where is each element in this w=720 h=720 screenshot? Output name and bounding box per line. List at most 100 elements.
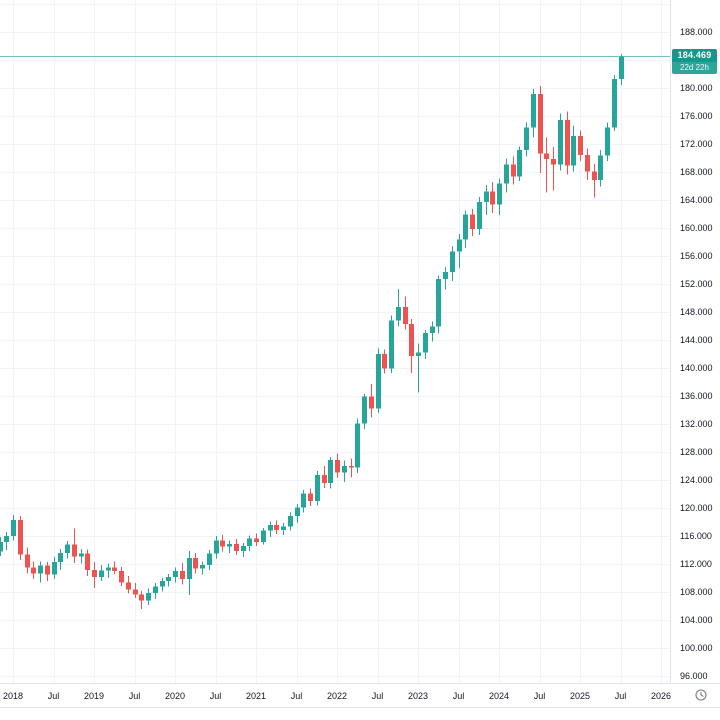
candle[interactable]: [315, 471, 320, 506]
candle[interactable]: [281, 522, 286, 535]
candle[interactable]: [4, 532, 9, 551]
candle[interactable]: [241, 543, 246, 558]
candle[interactable]: [153, 583, 158, 600]
candle[interactable]: [511, 156, 516, 185]
candle[interactable]: [247, 535, 252, 551]
candle[interactable]: [207, 550, 212, 570]
candle[interactable]: [133, 583, 138, 598]
candle[interactable]: [484, 185, 489, 216]
candle[interactable]: [214, 536, 219, 559]
candle[interactable]: [180, 562, 185, 585]
candle[interactable]: [524, 122, 529, 157]
candle[interactable]: [450, 246, 455, 281]
candle[interactable]: [416, 343, 421, 393]
candle[interactable]: [605, 122, 610, 162]
candle[interactable]: [592, 164, 597, 198]
candle[interactable]: [254, 533, 259, 546]
candle[interactable]: [92, 562, 97, 588]
candle[interactable]: [11, 515, 16, 541]
candle[interactable]: [355, 418, 360, 474]
candle[interactable]: [538, 86, 543, 174]
candle[interactable]: [261, 527, 266, 545]
candle[interactable]: [565, 111, 570, 175]
time-axis[interactable]: 2018 Jul 2019 Jul 2020 Jul 2021 Jul 2022 Jul 2023 J…: [0, 683, 720, 708]
timezone-clock-icon[interactable]: [694, 688, 708, 702]
candle[interactable]: [558, 113, 563, 171]
candle[interactable]: [349, 458, 354, 478]
candle[interactable]: [139, 590, 144, 610]
candle[interactable]: [409, 318, 414, 373]
candle[interactable]: [187, 550, 192, 595]
candle[interactable]: [342, 460, 347, 483]
candle[interactable]: [322, 466, 327, 488]
candle[interactable]: [268, 521, 273, 537]
candle[interactable]: [497, 178, 502, 216]
candle[interactable]: [227, 540, 232, 553]
candle[interactable]: [166, 574, 171, 587]
candle[interactable]: [234, 539, 239, 556]
candle[interactable]: [220, 534, 225, 552]
candle[interactable]: [200, 561, 205, 575]
candle[interactable]: [328, 457, 333, 489]
candle[interactable]: [436, 275, 441, 334]
candle[interactable]: [106, 563, 111, 579]
price-axis[interactable]: 188.000184.000180.000176.000172.000168.0…: [670, 0, 720, 683]
candle[interactable]: [578, 130, 583, 162]
candle[interactable]: [112, 561, 117, 574]
candle[interactable]: [504, 158, 509, 193]
candle[interactable]: [598, 150, 603, 187]
candle[interactable]: [301, 489, 306, 513]
candle[interactable]: [463, 210, 468, 249]
candle[interactable]: [72, 528, 77, 563]
candle[interactable]: [517, 146, 522, 181]
candle[interactable]: [457, 234, 462, 269]
candle[interactable]: [477, 196, 482, 235]
candle[interactable]: [531, 89, 536, 138]
candle[interactable]: [288, 512, 293, 531]
candle[interactable]: [25, 547, 30, 574]
candle[interactable]: [403, 296, 408, 330]
candle[interactable]: [18, 515, 23, 560]
candle[interactable]: [126, 576, 131, 594]
candle[interactable]: [369, 384, 374, 418]
candle[interactable]: [99, 564, 104, 581]
candle[interactable]: [376, 348, 381, 413]
candle[interactable]: [335, 453, 340, 479]
candle[interactable]: [160, 578, 165, 592]
candle[interactable]: [443, 267, 448, 290]
candle[interactable]: [571, 125, 576, 172]
candle[interactable]: [58, 548, 63, 570]
candle[interactable]: [585, 148, 590, 181]
candle[interactable]: [31, 561, 36, 579]
candle[interactable]: [146, 588, 151, 605]
time-tick-label: 2021: [245, 690, 267, 701]
price-tick-label: 104.000: [680, 615, 713, 626]
candle[interactable]: [85, 549, 90, 577]
candlestick-chart[interactable]: [0, 0, 670, 683]
candle[interactable]: [544, 137, 549, 193]
candle[interactable]: [65, 541, 70, 559]
candle[interactable]: [193, 553, 198, 574]
candle[interactable]: [119, 567, 124, 586]
candle[interactable]: [362, 393, 367, 429]
candle[interactable]: [0, 536, 3, 556]
candle[interactable]: [612, 75, 617, 132]
candle[interactable]: [423, 330, 428, 359]
chart-plot-area[interactable]: [0, 0, 670, 683]
candle[interactable]: [79, 548, 84, 564]
candle[interactable]: [45, 562, 50, 581]
candle[interactable]: [551, 147, 556, 191]
candle[interactable]: [38, 561, 43, 583]
candle[interactable]: [52, 557, 57, 579]
candle[interactable]: [470, 208, 475, 237]
candle[interactable]: [274, 520, 279, 535]
candle[interactable]: [619, 54, 624, 85]
candle[interactable]: [295, 503, 300, 523]
candle[interactable]: [490, 182, 495, 214]
candle[interactable]: [382, 349, 387, 374]
candle[interactable]: [308, 488, 313, 507]
candle[interactable]: [389, 315, 394, 373]
candle[interactable]: [396, 288, 401, 327]
candle[interactable]: [430, 321, 435, 342]
candle[interactable]: [173, 567, 178, 583]
